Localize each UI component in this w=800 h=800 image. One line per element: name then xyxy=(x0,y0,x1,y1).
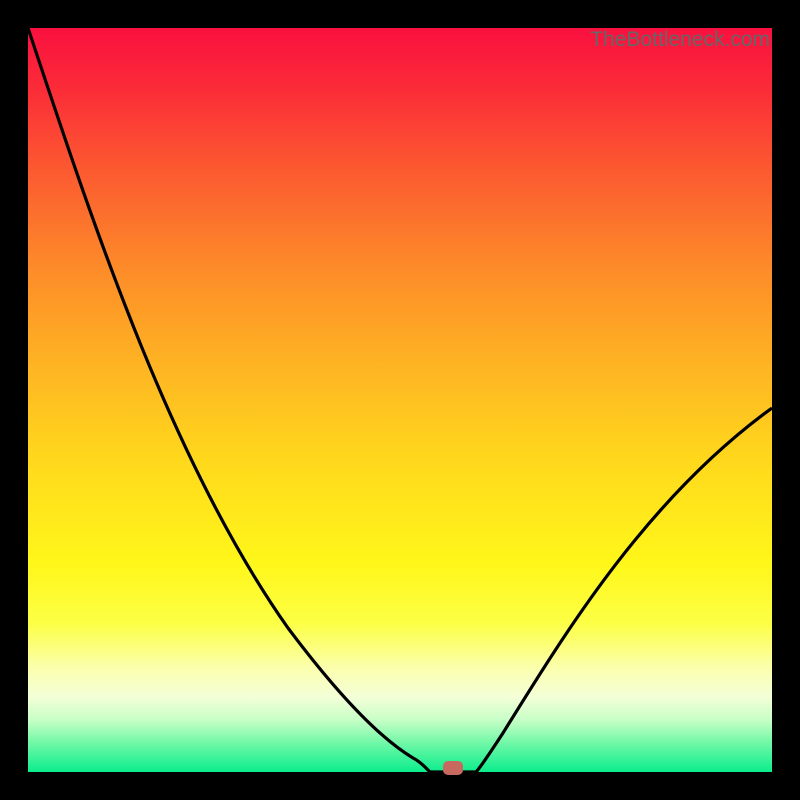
watermark-label: TheBottleneck.com xyxy=(590,28,770,52)
optimum-marker xyxy=(443,761,463,775)
chart-container: TheBottleneck.com xyxy=(0,0,800,800)
plot-area: TheBottleneck.com xyxy=(28,28,772,772)
bottleneck-curve xyxy=(28,28,772,772)
